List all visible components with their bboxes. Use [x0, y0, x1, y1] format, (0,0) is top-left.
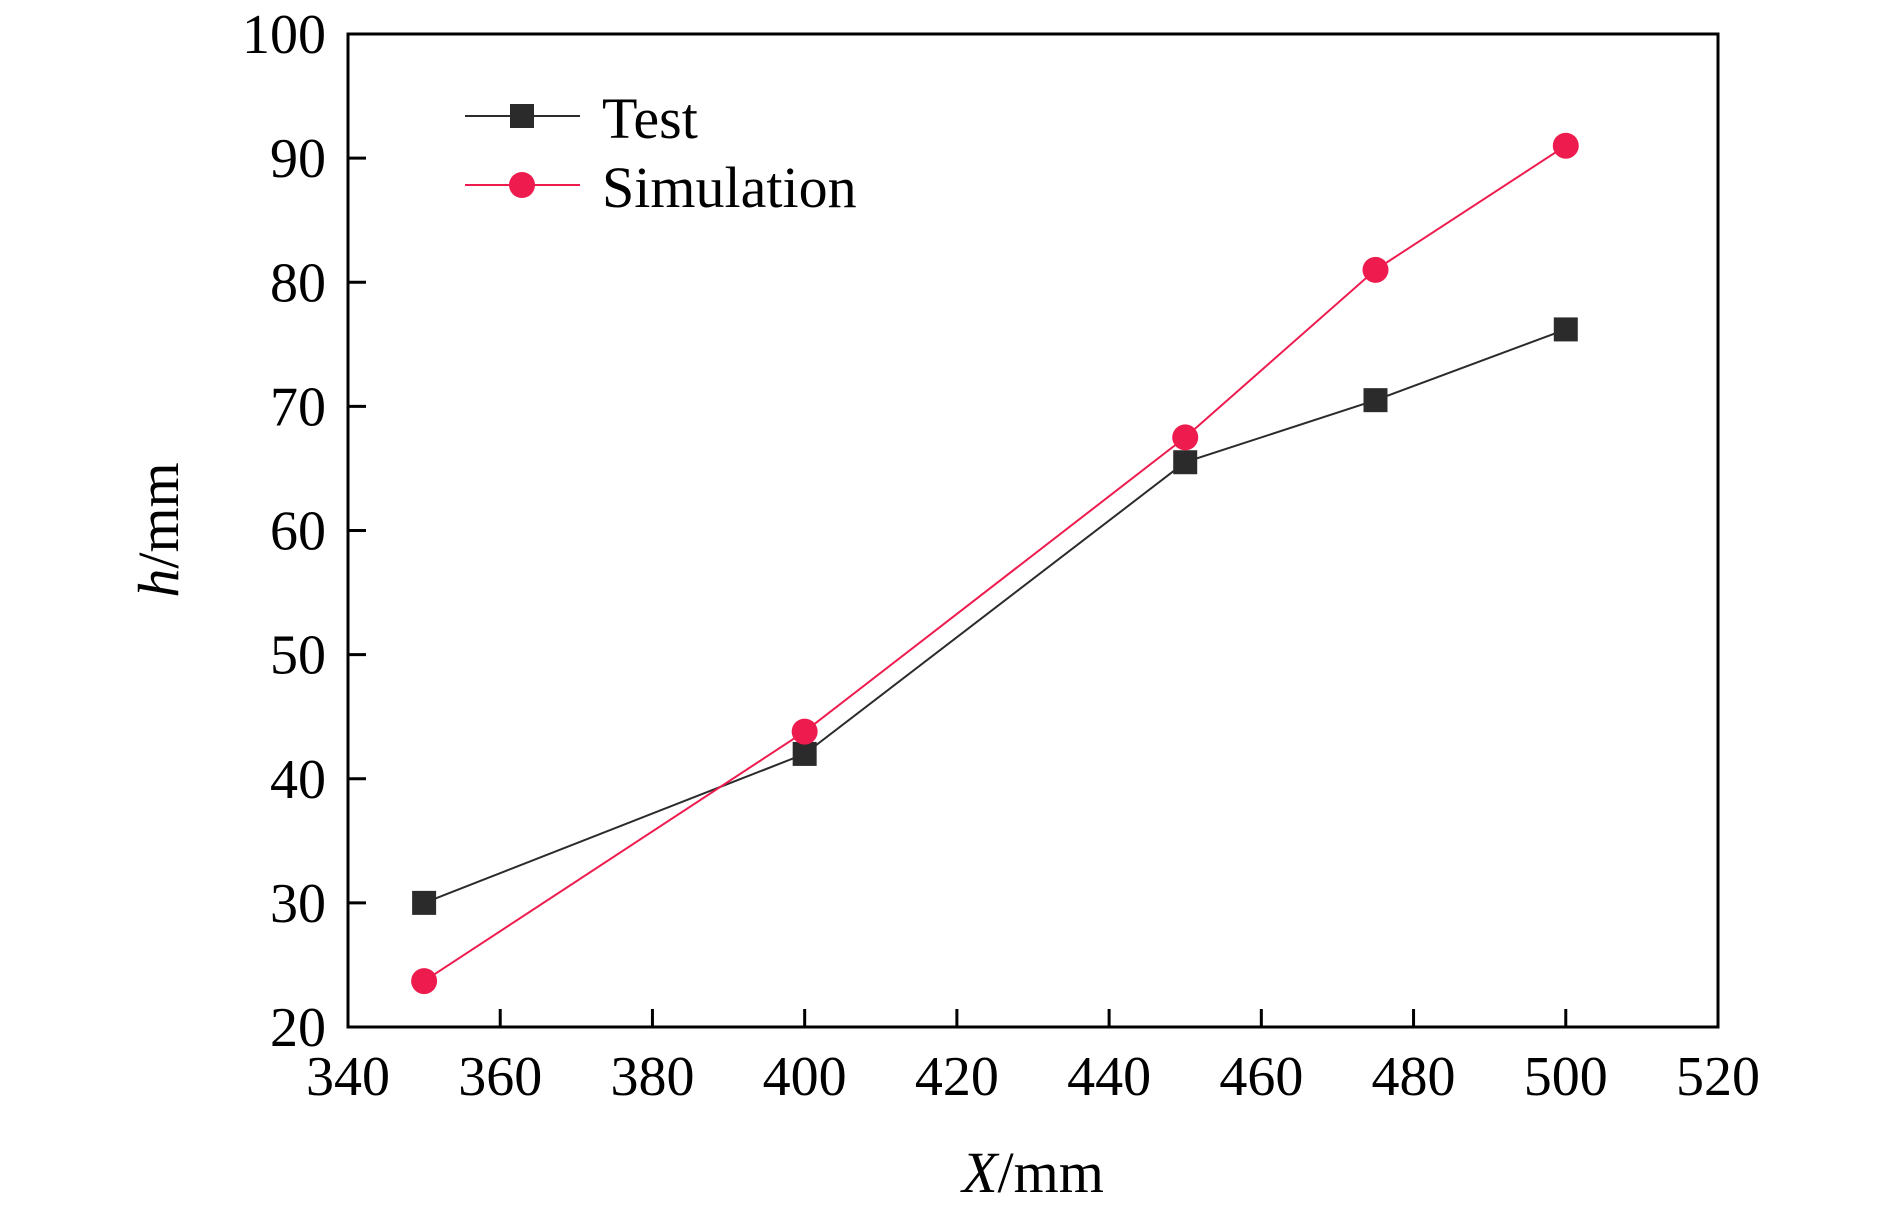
y-axis-label: h/mm: [126, 462, 191, 597]
y-axis-ticks: 20 30 40 50 60 70 80 90 100: [242, 4, 366, 1059]
x-tick-label: 520: [1676, 1046, 1760, 1108]
x-tick-label: 360: [458, 1046, 542, 1108]
y-tick-label: 60: [270, 501, 326, 563]
y-tick-label: 100: [242, 4, 326, 66]
y-tick-label: 40: [270, 749, 326, 811]
y-tick-label: 70: [270, 376, 326, 438]
series-line-test: [423, 328, 1567, 904]
x-tick-label: 420: [915, 1046, 999, 1108]
data-point-test: [1363, 388, 1388, 413]
data-point-simulation: [1362, 256, 1389, 283]
legend: Test Simulation: [465, 86, 857, 220]
data-point-test: [412, 890, 437, 915]
x-tick-label: 400: [763, 1046, 847, 1108]
y-tick-label: 20: [270, 997, 326, 1059]
y-tick-label: 50: [270, 625, 326, 687]
x-tick-label: 440: [1067, 1046, 1151, 1108]
x-tick-label: 460: [1219, 1046, 1303, 1108]
x-tick-label: 380: [610, 1046, 694, 1108]
y-tick-label: 30: [270, 873, 326, 935]
x-axis-label: X/mm: [960, 1140, 1104, 1205]
data-point-simulation: [1552, 132, 1579, 159]
x-tick-label: 500: [1524, 1046, 1608, 1108]
plot-frame: [346, 32, 1720, 1029]
x-tick-label: 340: [306, 1046, 390, 1108]
x-axis-variable: X: [960, 1140, 1000, 1205]
x-axis-ticks: 340 360 380 400 420 440 460 480 500 520: [306, 1009, 1760, 1108]
y-axis-unit: /mm: [126, 462, 191, 568]
legend-label-simulation: Simulation: [602, 155, 857, 220]
legend-marker-simulation: [509, 172, 535, 198]
x-tick-label: 480: [1372, 1046, 1456, 1108]
series-line-simulation: [423, 144, 1567, 982]
data-point-simulation: [411, 968, 438, 995]
y-tick-label: 80: [270, 252, 326, 314]
data-point-simulation: [1172, 424, 1199, 451]
series-layer: [411, 132, 1579, 995]
x-axis-unit: /mm: [998, 1140, 1104, 1205]
data-point-simulation: [791, 718, 818, 745]
legend-marker-test: [510, 104, 534, 128]
data-point-test: [1553, 317, 1578, 342]
data-point-test: [792, 741, 817, 766]
legend-label-test: Test: [602, 86, 698, 151]
data-point-test: [1173, 450, 1198, 475]
y-axis-variable: h: [126, 569, 191, 598]
y-tick-label: 90: [270, 128, 326, 190]
